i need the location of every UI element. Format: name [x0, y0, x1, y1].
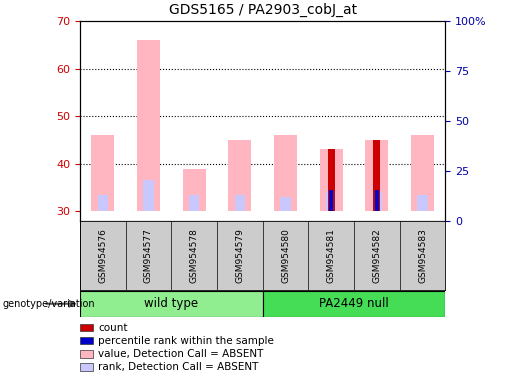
Bar: [228, 140, 251, 211]
Bar: [374, 190, 379, 211]
Text: genotype/variation: genotype/variation: [3, 299, 95, 309]
Title: GDS5165 / PA2903_cobJ_at: GDS5165 / PA2903_cobJ_at: [168, 3, 357, 17]
Bar: [183, 169, 205, 211]
Bar: [91, 135, 114, 211]
Bar: [418, 195, 428, 211]
Text: GSM954576: GSM954576: [98, 228, 107, 283]
Text: GSM954579: GSM954579: [235, 228, 244, 283]
Bar: [280, 197, 290, 211]
Bar: [274, 135, 297, 211]
Bar: [80, 350, 93, 358]
Bar: [328, 149, 335, 211]
Text: GSM954580: GSM954580: [281, 228, 290, 283]
Text: PA2449 null: PA2449 null: [319, 297, 389, 310]
Text: rank, Detection Call = ABSENT: rank, Detection Call = ABSENT: [98, 362, 259, 372]
Text: count: count: [98, 323, 128, 333]
Bar: [143, 180, 153, 211]
Text: GSM954583: GSM954583: [418, 228, 427, 283]
Bar: [329, 190, 334, 211]
Text: wild type: wild type: [144, 297, 198, 310]
Text: GSM954581: GSM954581: [327, 228, 336, 283]
Bar: [80, 324, 93, 331]
Bar: [235, 195, 245, 211]
FancyBboxPatch shape: [263, 291, 445, 317]
Bar: [137, 40, 160, 211]
Text: GSM954577: GSM954577: [144, 228, 153, 283]
Text: GSM954582: GSM954582: [372, 228, 382, 283]
Text: value, Detection Call = ABSENT: value, Detection Call = ABSENT: [98, 349, 264, 359]
Bar: [189, 195, 199, 211]
Text: GSM954578: GSM954578: [190, 228, 199, 283]
Bar: [320, 149, 342, 211]
FancyBboxPatch shape: [80, 291, 263, 317]
Bar: [372, 192, 382, 211]
Bar: [366, 140, 388, 211]
Bar: [326, 192, 336, 211]
Text: percentile rank within the sample: percentile rank within the sample: [98, 336, 274, 346]
Bar: [80, 364, 93, 371]
Bar: [97, 195, 108, 211]
Bar: [80, 337, 93, 344]
Bar: [373, 140, 381, 211]
Bar: [411, 135, 434, 211]
